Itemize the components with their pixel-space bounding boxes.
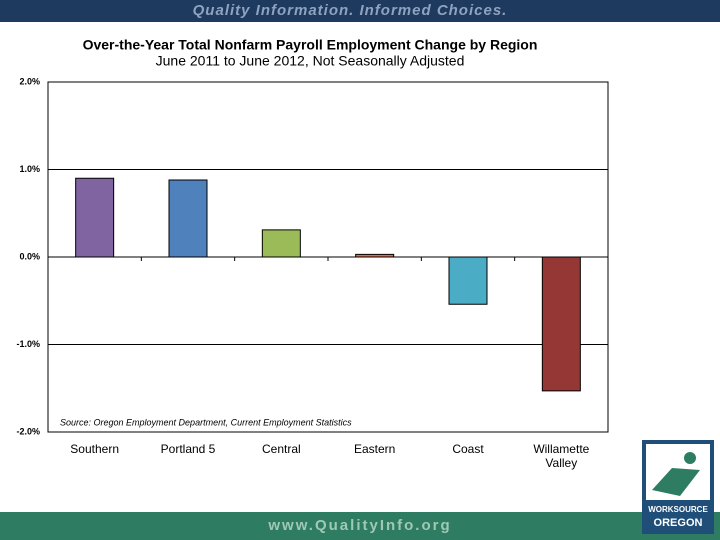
x-tick-label: Central bbox=[261, 442, 301, 456]
y-tick-label: 0.0% bbox=[19, 251, 40, 261]
top-banner bbox=[0, 0, 720, 22]
x-tick-label: Eastern bbox=[353, 442, 396, 456]
y-tick-label: 1.0% bbox=[19, 164, 40, 174]
bar bbox=[448, 256, 488, 305]
chart-title: Over-the-Year Total Nonfarm Payroll Empl… bbox=[83, 37, 538, 53]
bar bbox=[355, 253, 395, 258]
y-tick-label: -2.0% bbox=[16, 426, 40, 436]
y-tick-label: -1.0% bbox=[16, 339, 40, 349]
logo: WORKSOURCE OREGON bbox=[642, 440, 714, 534]
x-tick-label: Portland 5 bbox=[160, 442, 216, 456]
footer-text: www.QualityInfo.org bbox=[267, 517, 451, 534]
x-tick-label: Willamette Valley bbox=[533, 442, 590, 470]
x-tick-label: Southern bbox=[70, 442, 119, 456]
y-tick-label: 2.0% bbox=[19, 76, 40, 86]
source-note: Source: Oregon Employment Department, Cu… bbox=[60, 417, 352, 427]
logo-figure bbox=[652, 468, 700, 496]
bar bbox=[168, 179, 208, 258]
bar bbox=[541, 256, 581, 392]
bar bbox=[261, 229, 301, 258]
bottom-banner bbox=[0, 512, 720, 540]
logo-text: OREGON bbox=[654, 517, 703, 529]
logo-head bbox=[684, 452, 696, 464]
bar bbox=[75, 177, 115, 258]
chart-subtitle: June 2011 to June 2012, Not Seasonally A… bbox=[156, 53, 465, 69]
x-tick-label: Coast bbox=[452, 442, 484, 456]
logo-text: WORKSOURCE bbox=[648, 505, 708, 514]
banner-text: Quality Information. Informed Choices. bbox=[193, 2, 508, 19]
